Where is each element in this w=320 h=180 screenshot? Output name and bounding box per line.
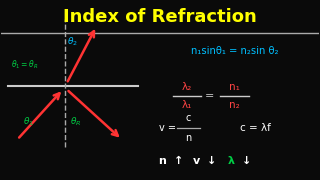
Text: λ₂: λ₂ bbox=[182, 82, 192, 92]
Text: =: = bbox=[204, 91, 214, 101]
Text: ↑: ↑ bbox=[174, 156, 183, 166]
Text: v =: v = bbox=[159, 123, 176, 133]
Text: ↓: ↓ bbox=[207, 156, 216, 166]
Text: c = λf: c = λf bbox=[240, 123, 271, 133]
Text: Index of Refraction: Index of Refraction bbox=[63, 8, 257, 26]
Text: n₁sinθ₁ = n₂sin θ₂: n₁sinθ₁ = n₂sin θ₂ bbox=[191, 46, 278, 56]
Text: v: v bbox=[193, 156, 200, 166]
Text: n: n bbox=[185, 133, 192, 143]
Text: $\theta_1$: $\theta_1$ bbox=[23, 116, 34, 128]
Text: λ₁: λ₁ bbox=[182, 100, 192, 110]
Text: $\theta_1=\theta_R$: $\theta_1=\theta_R$ bbox=[11, 59, 38, 71]
Text: c: c bbox=[186, 113, 191, 123]
Text: ↓: ↓ bbox=[242, 156, 251, 166]
Text: λ: λ bbox=[228, 156, 235, 166]
Text: $\theta_2$: $\theta_2$ bbox=[67, 36, 78, 48]
Text: $\theta_R$: $\theta_R$ bbox=[70, 116, 82, 128]
Text: n: n bbox=[158, 156, 165, 166]
Text: n₁: n₁ bbox=[229, 82, 240, 92]
Text: n₂: n₂ bbox=[229, 100, 240, 110]
